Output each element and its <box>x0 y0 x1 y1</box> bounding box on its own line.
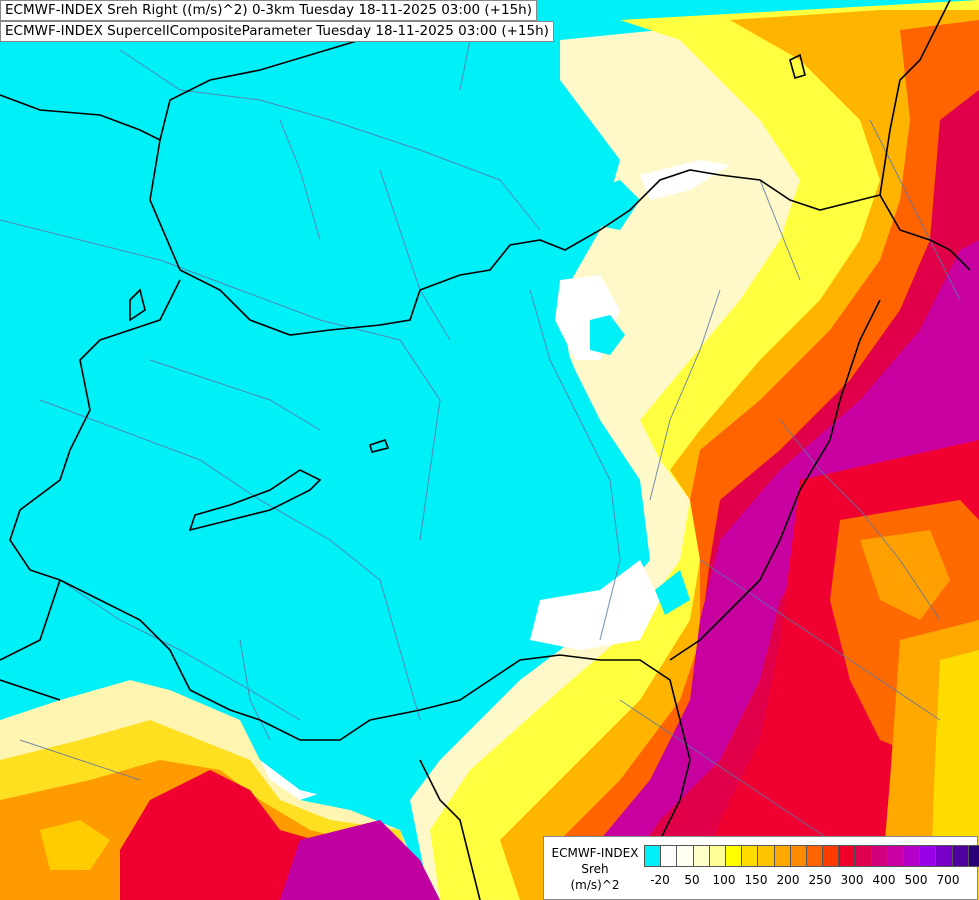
legend-title-unit: (m/s)^2 <box>570 878 620 892</box>
map-title-line-2: ECMWF-INDEX SupercellCompositeParameter … <box>0 21 554 42</box>
map-title-line-1: ECMWF-INDEX Sreh Right ((m/s)^2) 0-3km T… <box>0 0 537 21</box>
legend-swatch <box>952 846 969 866</box>
legend-swatch <box>693 846 710 866</box>
legend-swatch <box>790 846 807 866</box>
legend-swatch <box>823 846 840 866</box>
legend-swatch <box>725 846 743 866</box>
legend-swatch <box>742 846 759 866</box>
legend-swatch <box>806 846 824 866</box>
legend-swatches <box>644 845 979 867</box>
east-field <box>410 0 979 900</box>
legend-tick-label: 500 <box>904 873 928 887</box>
legend-swatch <box>871 846 888 866</box>
legend-title: ECMWF-INDEX Sreh (m/s)^2 <box>550 845 640 893</box>
legend-swatch <box>645 846 662 866</box>
legend-tick-label: -20 <box>650 873 670 887</box>
rivers <box>0 39 961 861</box>
legend-tick-label: 250 <box>808 873 832 887</box>
legend-swatch <box>920 846 937 866</box>
legend-tick-label: 300 <box>840 873 864 887</box>
legend-swatch <box>887 846 904 866</box>
legend-swatch <box>661 846 678 866</box>
legend-tick-label: 100 <box>712 873 736 887</box>
color-legend: ECMWF-INDEX Sreh (m/s)^2 -20 50 100 150 200 2… <box>543 836 979 900</box>
legend-tick-label: 400 <box>872 873 896 887</box>
legend-swatch <box>936 846 953 866</box>
legend-title-variable: Sreh <box>581 862 609 876</box>
legend-swatch <box>839 846 856 866</box>
legend-swatch <box>677 846 694 866</box>
legend-tick-label: 150 <box>744 873 768 887</box>
legend-tick-label: 700 <box>936 873 960 887</box>
legend-swatch <box>904 846 921 866</box>
legend-swatch <box>758 846 775 866</box>
legend-swatch <box>709 846 726 866</box>
legend-swatch <box>774 846 791 866</box>
legend-tick-label: 50 <box>684 873 700 887</box>
legend-swatch <box>855 846 872 866</box>
legend-tick-label: 200 <box>776 873 800 887</box>
legend-swatch <box>968 846 979 866</box>
legend-title-source: ECMWF-INDEX <box>551 846 639 860</box>
legend-ticks: -20 50 100 150 200 250 300 400 500 700 <box>644 873 974 889</box>
southwest-field <box>0 680 440 900</box>
